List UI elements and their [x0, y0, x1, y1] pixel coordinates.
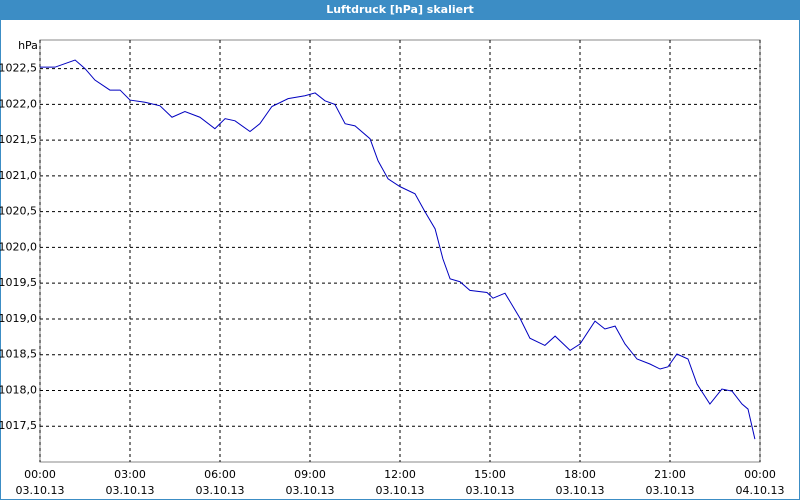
y-tick-label: 1021,5 — [0, 133, 37, 146]
x-tick-label: 03.10.13 — [106, 484, 155, 497]
x-tick-label: 06:00 — [204, 468, 236, 481]
x-tick-label: 03.10.13 — [466, 484, 515, 497]
x-tick-label: 00:00 — [24, 468, 56, 481]
x-tick-label: 04.10.13 — [736, 484, 785, 497]
y-tick-label: 1019,0 — [0, 312, 37, 325]
y-tick-label: 1018,5 — [0, 348, 37, 361]
y-tick-label: 1018,0 — [0, 383, 37, 396]
x-tick-label: 03.10.13 — [556, 484, 605, 497]
y-tick-label: 1021,0 — [0, 169, 37, 182]
x-tick-label: 03.10.13 — [376, 484, 425, 497]
x-tick-label: 03.10.13 — [196, 484, 245, 497]
title-bar — [0, 0, 800, 20]
data-line — [40, 59, 756, 440]
x-tick-label: 18:00 — [564, 468, 596, 481]
y-tick-label: 1022,0 — [0, 97, 37, 110]
y-tick-label: 1017,5 — [0, 419, 37, 432]
y-tick-label: 1019,5 — [0, 276, 37, 289]
x-tick-label: 00:00 — [744, 468, 776, 481]
x-tick-label: 03.10.13 — [286, 484, 335, 497]
x-tick-label: 03:00 — [114, 468, 146, 481]
x-tick-label: 21:00 — [654, 468, 686, 481]
y-tick-label: 1022,5 — [0, 62, 37, 75]
chart-title: Luftdruck [hPa] skaliert — [326, 3, 474, 16]
y-tick-label: 1020,0 — [0, 240, 37, 253]
y-unit: hPa — [18, 39, 38, 52]
x-tick-label: 12:00 — [384, 468, 416, 481]
x-tick-label: 15:00 — [474, 468, 506, 481]
x-tick-label: 09:00 — [294, 468, 326, 481]
y-tick-label: 1020,5 — [0, 205, 37, 218]
x-tick-label: 03.10.13 — [16, 484, 65, 497]
x-tick-label: 03.10.13 — [646, 484, 695, 497]
